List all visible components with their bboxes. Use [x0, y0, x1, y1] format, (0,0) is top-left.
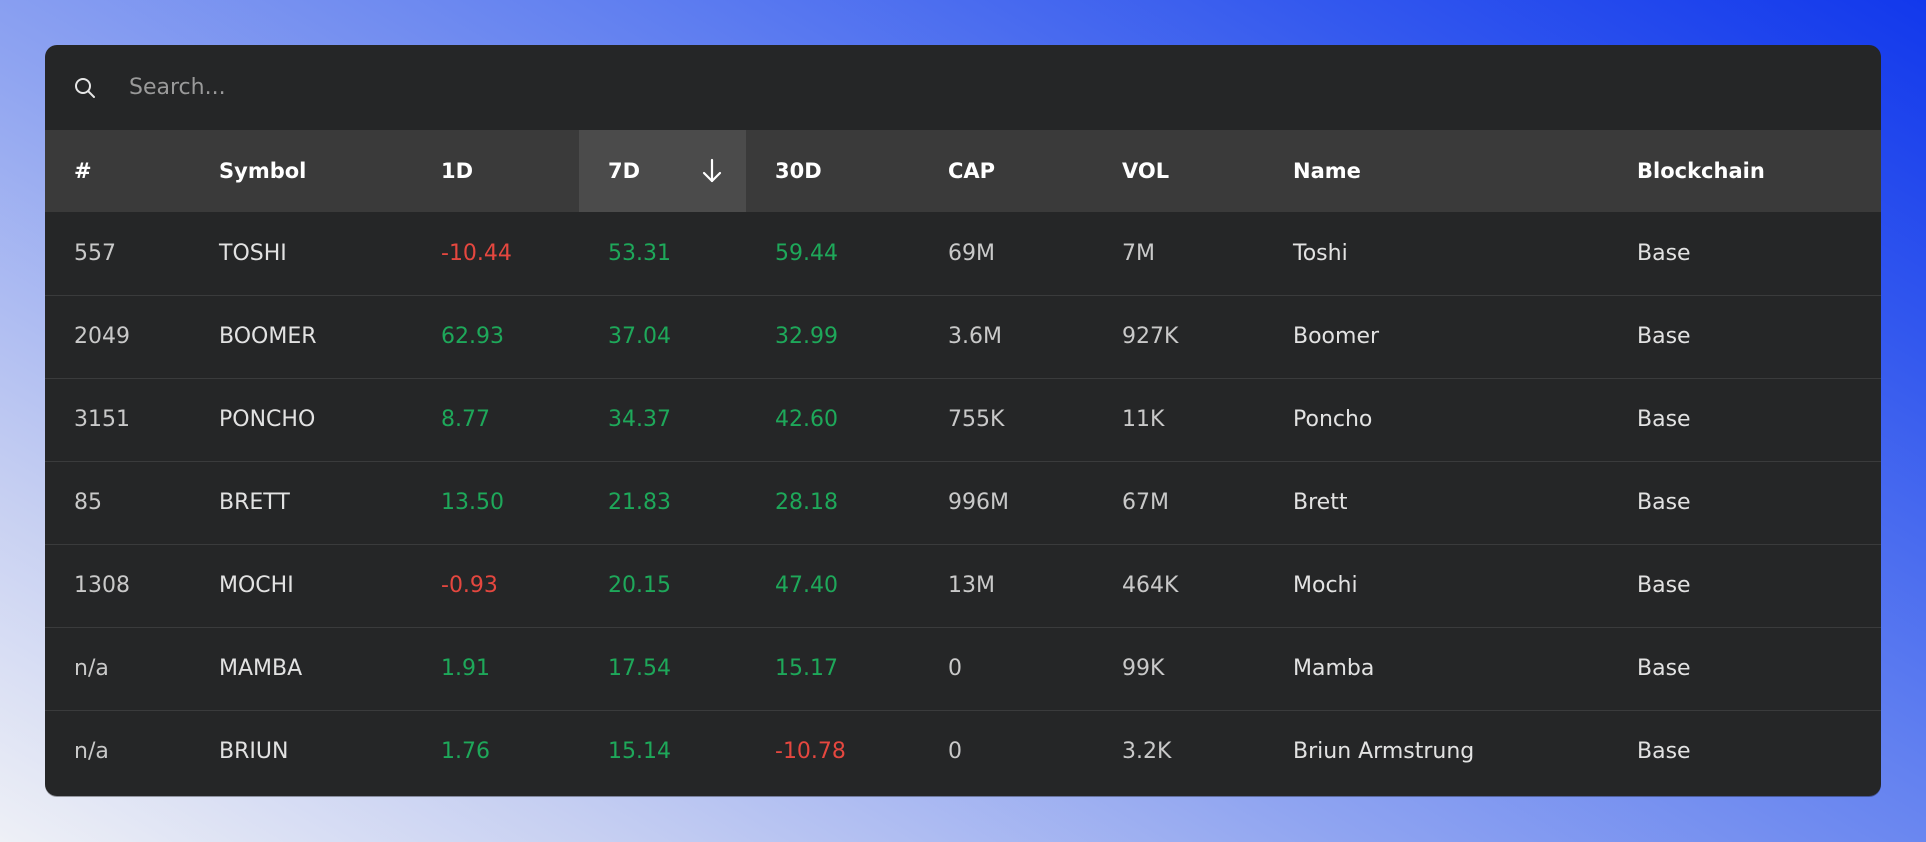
cell-blockchain: Base — [1637, 739, 1691, 765]
cell-vol: 7M — [1122, 240, 1155, 266]
column-header-name[interactable]: Name — [1293, 159, 1361, 183]
cell-symbol: PONCHO — [219, 407, 316, 432]
cell-rank: n/a — [74, 739, 109, 765]
cell-30d: 28.18 — [775, 490, 838, 515]
cell-name: Toshi — [1293, 240, 1348, 266]
cell-name: Briun Armstrung — [1293, 739, 1475, 765]
search-bar — [45, 45, 1881, 130]
cell-rank: n/a — [74, 656, 109, 681]
cell-symbol: BRETT — [219, 490, 290, 515]
cell-blockchain: Base — [1637, 240, 1691, 266]
column-header-1d[interactable]: 1D — [441, 159, 474, 183]
cell-cap: 3.6M — [948, 324, 1002, 349]
cell-rank: 2049 — [74, 324, 130, 349]
cell-vol: 11K — [1122, 407, 1165, 432]
arrow-down-icon[interactable] — [698, 157, 726, 185]
cell-1d: 62.93 — [441, 324, 504, 349]
cell-vol: 464K — [1122, 573, 1179, 598]
cell-30d: 47.40 — [775, 573, 838, 598]
cell-30d: 32.99 — [775, 324, 838, 349]
column-header-30d[interactable]: 30D — [775, 159, 822, 183]
cell-7d: 37.04 — [608, 324, 671, 349]
cell-30d: -10.78 — [775, 739, 846, 765]
table-row[interactable]: 85 BRETT 13.50 21.83 28.18 996M 67M Bret… — [45, 461, 1881, 544]
table-row[interactable]: 2049 BOOMER 62.93 37.04 32.99 3.6M 927K … — [45, 295, 1881, 378]
cell-30d: 59.44 — [775, 240, 838, 266]
cell-name: Mochi — [1293, 573, 1358, 598]
table-row[interactable]: 557 TOSHI -10.44 53.31 59.44 69M 7M Tosh… — [45, 212, 1881, 295]
column-header-vol[interactable]: VOL — [1122, 159, 1170, 183]
cell-cap: 13M — [948, 573, 995, 598]
table-header-row: # Symbol 1D 7D 30D CAP VOL Name Blockcha… — [45, 130, 1881, 212]
cell-blockchain: Base — [1637, 656, 1691, 681]
cell-name: Brett — [1293, 490, 1348, 515]
cell-1d: 8.77 — [441, 407, 490, 432]
search-icon — [75, 78, 95, 98]
cell-blockchain: Base — [1637, 490, 1691, 515]
column-header-rank[interactable]: # — [74, 159, 92, 183]
cell-symbol: TOSHI — [219, 240, 287, 266]
cell-7d: 17.54 — [608, 656, 671, 681]
cell-symbol: MAMBA — [219, 656, 303, 681]
search-input[interactable] — [129, 65, 1829, 109]
cell-1d: 1.91 — [441, 656, 490, 681]
column-header-symbol[interactable]: Symbol — [219, 159, 307, 183]
cell-vol: 927K — [1122, 324, 1179, 349]
cell-symbol: BRIUN — [219, 739, 289, 765]
cell-1d: 13.50 — [441, 490, 504, 515]
cell-rank: 85 — [74, 490, 102, 515]
cell-7d: 15.14 — [608, 739, 671, 765]
cell-1d: -10.44 — [441, 240, 512, 266]
column-header-7d[interactable]: 7D — [579, 130, 746, 212]
cell-1d: 1.76 — [441, 739, 490, 765]
cell-1d: -0.93 — [441, 573, 498, 598]
cell-cap: 0 — [948, 739, 962, 765]
cell-name: Boomer — [1293, 324, 1380, 349]
column-header-7d-label: 7D — [608, 159, 641, 183]
cell-vol: 67M — [1122, 490, 1169, 515]
token-table-card: # Symbol 1D 7D 30D CAP VOL Name Blockcha… — [45, 45, 1881, 796]
cell-7d: 53.31 — [608, 240, 671, 266]
cell-symbol: MOCHI — [219, 573, 294, 598]
cell-vol: 99K — [1122, 656, 1165, 681]
cell-name: Poncho — [1293, 407, 1373, 432]
cell-blockchain: Base — [1637, 573, 1691, 598]
table-row[interactable]: n/a BRIUN 1.76 15.14 -10.78 0 3.2K Briun… — [45, 710, 1881, 793]
cell-7d: 20.15 — [608, 573, 671, 598]
cell-blockchain: Base — [1637, 407, 1691, 432]
table-row[interactable]: 3151 PONCHO 8.77 34.37 42.60 755K 11K Po… — [45, 378, 1881, 461]
column-header-cap[interactable]: CAP — [948, 159, 996, 183]
cell-name: Mamba — [1293, 656, 1375, 681]
column-header-blockchain[interactable]: Blockchain — [1637, 159, 1765, 183]
cell-vol: 3.2K — [1122, 739, 1172, 765]
token-table: # Symbol 1D 7D 30D CAP VOL Name Blockcha… — [45, 130, 1881, 793]
cell-cap: 755K — [948, 407, 1005, 432]
cell-rank: 3151 — [74, 407, 130, 432]
cell-7d: 34.37 — [608, 407, 671, 432]
cell-cap: 69M — [948, 240, 995, 266]
cell-cap: 0 — [948, 656, 962, 681]
table-row[interactable]: 1308 MOCHI -0.93 20.15 47.40 13M 464K Mo… — [45, 544, 1881, 627]
cell-symbol: BOOMER — [219, 324, 317, 349]
cell-7d: 21.83 — [608, 490, 671, 515]
cell-rank: 557 — [74, 240, 116, 266]
cell-blockchain: Base — [1637, 324, 1691, 349]
table-row[interactable]: n/a MAMBA 1.91 17.54 15.17 0 99K Mamba B… — [45, 627, 1881, 710]
cell-rank: 1308 — [74, 573, 130, 598]
cell-30d: 42.60 — [775, 407, 838, 432]
cell-30d: 15.17 — [775, 656, 838, 681]
cell-cap: 996M — [948, 490, 1009, 515]
